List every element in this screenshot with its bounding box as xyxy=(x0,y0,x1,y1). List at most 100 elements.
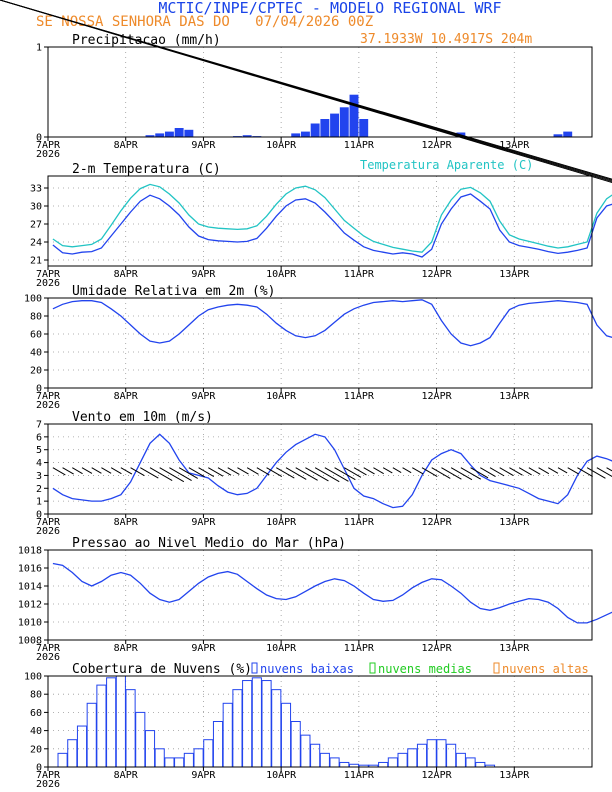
x-tick-label: 9APR xyxy=(191,391,216,402)
wind-arrow xyxy=(295,467,318,481)
wind-arrow xyxy=(518,467,532,476)
x-year-label: 2026 xyxy=(36,278,60,289)
y-tick-label: 1 xyxy=(36,497,42,508)
legend-aparente: Temperatura Aparente (C) xyxy=(360,158,533,172)
y-tick-label: 60 xyxy=(30,330,42,341)
wind-arrow xyxy=(91,467,102,474)
x-tick-label: 9APR xyxy=(191,517,216,528)
cloud-bar-baixas xyxy=(378,761,389,768)
y-tick-label: 7 xyxy=(36,420,42,431)
x-tick-label: 10APR xyxy=(266,643,297,654)
panel-title: Precipitacao (mm/h) xyxy=(72,33,221,48)
y-tick-label: 3 xyxy=(36,471,42,482)
wind-arrow xyxy=(217,467,232,476)
y-tick-label: 5 xyxy=(36,445,42,456)
wind-arrow xyxy=(0,0,612,180)
x-tick-label: 12APR xyxy=(422,140,453,151)
wind-arrow xyxy=(470,467,489,479)
cloud-bar-baixas xyxy=(397,752,408,768)
wind-arrow xyxy=(169,467,192,481)
precip-bar xyxy=(174,128,184,137)
x-tick-label: 13APR xyxy=(499,517,530,528)
x-tick-label: 10APR xyxy=(266,140,297,151)
cloud-bar-baixas xyxy=(387,757,398,768)
cloud-bar-baixas xyxy=(174,757,185,768)
wind-arrow xyxy=(421,467,438,477)
cloud-bar-baixas xyxy=(76,725,88,768)
panel-1: 7APR 8APR 9APR 10APR 11APR 12APR 13APR 2026 0 1 Pr… xyxy=(36,33,593,160)
x-tick-label: 11APR xyxy=(344,391,375,402)
x-tick-label: 8APR xyxy=(114,391,139,402)
legend-label: nuvens altas xyxy=(502,662,589,676)
panel-frame xyxy=(47,175,593,267)
cloud-bar-baixas xyxy=(407,748,418,768)
x-tick-label: 12APR xyxy=(422,391,453,402)
series-line xyxy=(52,562,612,624)
x-tick-label: 7APR xyxy=(36,140,61,151)
cloud-bar-baixas xyxy=(280,702,292,768)
y-tick-label: 0 xyxy=(36,384,42,395)
wind-arrow xyxy=(586,467,606,479)
cloud-bar-baixas xyxy=(125,689,136,768)
x-year-label: 2026 xyxy=(36,149,60,160)
cloud-bar-baixas xyxy=(232,689,243,768)
cloud-bar-baixas xyxy=(57,752,68,768)
x-tick-label: 11APR xyxy=(344,269,375,280)
wind-arrow xyxy=(324,467,349,482)
y-tick-label: 1 xyxy=(36,43,42,54)
precip-bar xyxy=(349,94,359,137)
x-tick-label: 9APR xyxy=(191,269,216,280)
wind-arrow xyxy=(305,467,329,482)
panel-title: 2-m Temperatura (C) xyxy=(72,162,221,177)
wind-arrow xyxy=(450,467,473,481)
y-tick-label: 100 xyxy=(24,294,42,305)
precip-bar xyxy=(310,123,320,137)
y-tick-label: 1010 xyxy=(18,618,42,629)
y-tick-label: 24 xyxy=(30,238,42,249)
panel-frame xyxy=(47,675,593,768)
y-tick-label: 0 xyxy=(36,763,42,774)
series-line xyxy=(52,299,612,347)
x-year-label: 2026 xyxy=(36,779,60,790)
cloud-bar-baixas xyxy=(426,739,437,768)
cloud-bar-baixas xyxy=(436,739,447,768)
cloud-bar-baixas xyxy=(261,680,272,768)
x-year-label: 2026 xyxy=(36,652,60,663)
y-tick-label: 100 xyxy=(24,672,42,683)
x-tick-label: 7APR xyxy=(36,770,61,781)
x-tick-label: 11APR xyxy=(344,643,375,654)
y-tick-label: 20 xyxy=(30,366,42,377)
wind-arrow xyxy=(382,467,393,474)
wind-arrow xyxy=(577,467,593,477)
legend-swatch xyxy=(493,662,500,674)
header-title: MCTIC/INPE/CPTEC - MODELO REGIONAL WRF xyxy=(158,0,501,17)
panel-frame xyxy=(47,423,593,515)
cloud-bar-baixas xyxy=(67,739,78,768)
x-tick-label: 8APR xyxy=(114,269,139,280)
series-line xyxy=(52,193,612,258)
cloud-bar-baixas xyxy=(183,752,194,768)
cloud-bar-baixas xyxy=(290,721,301,768)
precip-bar xyxy=(164,131,174,137)
y-tick-label: 1012 xyxy=(18,600,42,611)
x-tick-label: 12APR xyxy=(422,770,453,781)
series-line-aparente xyxy=(52,183,612,253)
wind-arrow xyxy=(130,467,145,477)
wind-arrow xyxy=(285,467,307,480)
x-tick-label: 12APR xyxy=(422,643,453,654)
precip-bar xyxy=(300,131,310,137)
wind-arrow xyxy=(62,467,74,475)
x-tick-label: 9APR xyxy=(191,770,216,781)
wind-arrow xyxy=(159,467,185,483)
y-tick-label: 80 xyxy=(30,312,42,323)
precip-bar xyxy=(563,131,573,137)
x-tick-label: 13APR xyxy=(499,643,530,654)
x-tick-label: 11APR xyxy=(344,140,375,151)
header-location: 37.1933W 10.4917S 204m xyxy=(360,32,532,47)
cloud-bar-baixas xyxy=(164,757,175,768)
y-tick-label: 1016 xyxy=(18,564,42,575)
wind-arrow xyxy=(392,467,402,473)
panel-frame xyxy=(47,46,593,138)
wind-arrow xyxy=(557,467,568,474)
